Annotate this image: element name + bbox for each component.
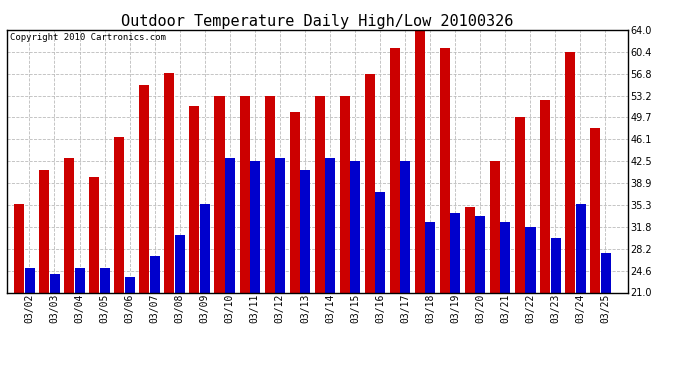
Bar — [425, 222, 435, 292]
Bar — [465, 207, 475, 292]
Bar — [25, 268, 34, 292]
Bar — [575, 204, 586, 292]
Bar — [526, 226, 535, 292]
Bar — [215, 96, 224, 292]
Bar — [490, 161, 500, 292]
Bar — [75, 268, 85, 292]
Bar — [540, 100, 550, 292]
Bar — [14, 204, 24, 292]
Bar — [339, 96, 350, 292]
Bar — [225, 158, 235, 292]
Bar — [275, 158, 285, 292]
Bar — [164, 73, 175, 292]
Bar — [475, 216, 486, 292]
Bar — [175, 234, 185, 292]
Bar — [264, 96, 275, 292]
Bar — [290, 112, 299, 292]
Bar — [300, 170, 310, 292]
Bar — [125, 277, 135, 292]
Bar — [551, 237, 560, 292]
Bar — [64, 158, 75, 292]
Bar — [440, 48, 450, 292]
Bar — [375, 192, 385, 292]
Bar — [250, 161, 260, 292]
Bar — [565, 52, 575, 292]
Bar — [365, 74, 375, 292]
Bar — [200, 204, 210, 292]
Bar — [515, 117, 525, 292]
Text: Copyright 2010 Cartronics.com: Copyright 2010 Cartronics.com — [10, 33, 166, 42]
Bar — [500, 222, 511, 292]
Bar — [115, 137, 124, 292]
Bar — [139, 85, 149, 292]
Bar — [400, 161, 411, 292]
Bar — [239, 96, 250, 292]
Bar — [600, 253, 611, 292]
Bar — [315, 96, 325, 292]
Bar — [390, 48, 400, 292]
Bar — [150, 256, 160, 292]
Bar — [50, 274, 60, 292]
Bar — [89, 177, 99, 292]
Bar — [590, 128, 600, 292]
Bar — [190, 106, 199, 292]
Bar — [451, 213, 460, 292]
Bar — [351, 161, 360, 292]
Bar — [325, 158, 335, 292]
Bar — [39, 170, 49, 292]
Bar — [415, 30, 425, 292]
Bar — [100, 268, 110, 292]
Title: Outdoor Temperature Daily High/Low 20100326: Outdoor Temperature Daily High/Low 20100… — [121, 14, 513, 29]
